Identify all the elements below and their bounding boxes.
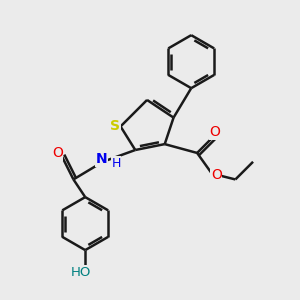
Text: N: N [96,152,107,166]
Text: O: O [211,168,222,182]
Text: O: O [209,125,220,139]
Text: HO: HO [70,266,91,279]
Text: H: H [112,157,121,170]
Text: S: S [110,119,120,134]
Text: O: O [52,146,63,160]
